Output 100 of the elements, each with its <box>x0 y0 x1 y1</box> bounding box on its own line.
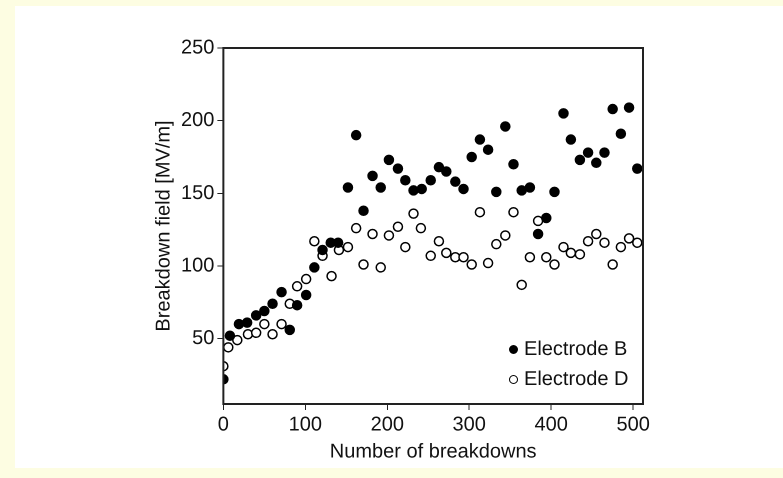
point <box>292 281 302 292</box>
y-tick-label: 150 <box>180 182 214 204</box>
point <box>566 248 576 258</box>
point <box>434 236 444 247</box>
point <box>292 300 302 310</box>
point <box>591 228 602 240</box>
point <box>524 252 536 262</box>
point <box>582 147 594 158</box>
point <box>500 121 511 132</box>
point <box>558 242 569 252</box>
point <box>616 242 626 252</box>
point <box>541 252 552 262</box>
point <box>466 152 477 162</box>
x-axis-title: Number of breakdowns <box>330 440 537 463</box>
point <box>574 154 586 166</box>
point <box>234 318 244 330</box>
point <box>400 242 411 252</box>
y-tick-label: 200 <box>180 109 214 132</box>
point <box>232 334 243 346</box>
point <box>508 206 519 218</box>
point <box>416 184 427 194</box>
point <box>267 298 278 309</box>
x-tick-label: 400 <box>534 414 568 436</box>
point <box>474 206 486 218</box>
point <box>284 324 296 336</box>
point <box>482 258 494 268</box>
point <box>392 221 404 232</box>
y-tick-label: 250 <box>180 36 214 59</box>
point <box>516 280 527 290</box>
x-tick-label: 200 <box>370 414 404 436</box>
point <box>607 259 618 270</box>
point <box>549 259 560 270</box>
legend-label: Electrode B <box>524 337 628 362</box>
point <box>367 228 378 240</box>
point <box>574 249 586 260</box>
point <box>332 237 344 248</box>
point <box>223 342 234 353</box>
point <box>300 274 312 284</box>
point <box>309 262 320 273</box>
point <box>350 222 362 234</box>
point <box>549 186 560 198</box>
point <box>408 208 419 219</box>
point <box>416 222 426 234</box>
point <box>384 154 394 166</box>
point <box>375 182 386 193</box>
point <box>276 286 287 298</box>
point <box>624 102 634 113</box>
point <box>408 185 419 196</box>
point <box>591 158 602 168</box>
point <box>607 104 618 114</box>
point <box>458 252 469 262</box>
point <box>491 238 502 250</box>
x-tick-label: 100 <box>288 414 322 436</box>
x-tick-label: 0 <box>218 414 229 436</box>
point <box>309 236 320 247</box>
point <box>276 318 287 330</box>
point <box>242 329 254 340</box>
point <box>350 130 362 140</box>
point <box>342 242 354 252</box>
point <box>599 237 610 248</box>
point <box>599 147 610 158</box>
point <box>632 163 643 174</box>
x-tick-label: 500 <box>616 414 650 436</box>
point <box>532 216 544 226</box>
point <box>434 162 444 172</box>
point <box>474 134 486 145</box>
y-tick-label: 50 <box>192 327 214 350</box>
point <box>384 230 394 241</box>
point <box>500 230 511 241</box>
point <box>516 185 527 196</box>
point <box>624 233 634 244</box>
point <box>250 310 262 321</box>
point <box>259 306 270 316</box>
legend-label: Electrode D <box>524 367 628 392</box>
y-axis-title: Breakdown field [MV/m] <box>152 120 175 332</box>
point <box>524 182 536 193</box>
point <box>482 144 494 155</box>
point <box>632 237 643 248</box>
point <box>450 176 461 187</box>
point <box>242 317 252 328</box>
point <box>508 158 519 170</box>
point <box>342 182 354 193</box>
point <box>267 329 278 340</box>
point <box>392 163 404 174</box>
point <box>441 248 452 258</box>
point <box>300 290 312 300</box>
point <box>558 108 569 119</box>
point <box>326 270 337 282</box>
point <box>375 262 386 273</box>
point <box>541 212 552 224</box>
point <box>491 186 502 198</box>
point <box>317 244 328 256</box>
point <box>466 259 477 270</box>
point <box>358 259 369 270</box>
point <box>224 330 236 341</box>
point <box>259 318 270 330</box>
point <box>425 174 436 186</box>
point <box>250 328 262 338</box>
point <box>441 166 452 177</box>
point <box>400 174 411 186</box>
